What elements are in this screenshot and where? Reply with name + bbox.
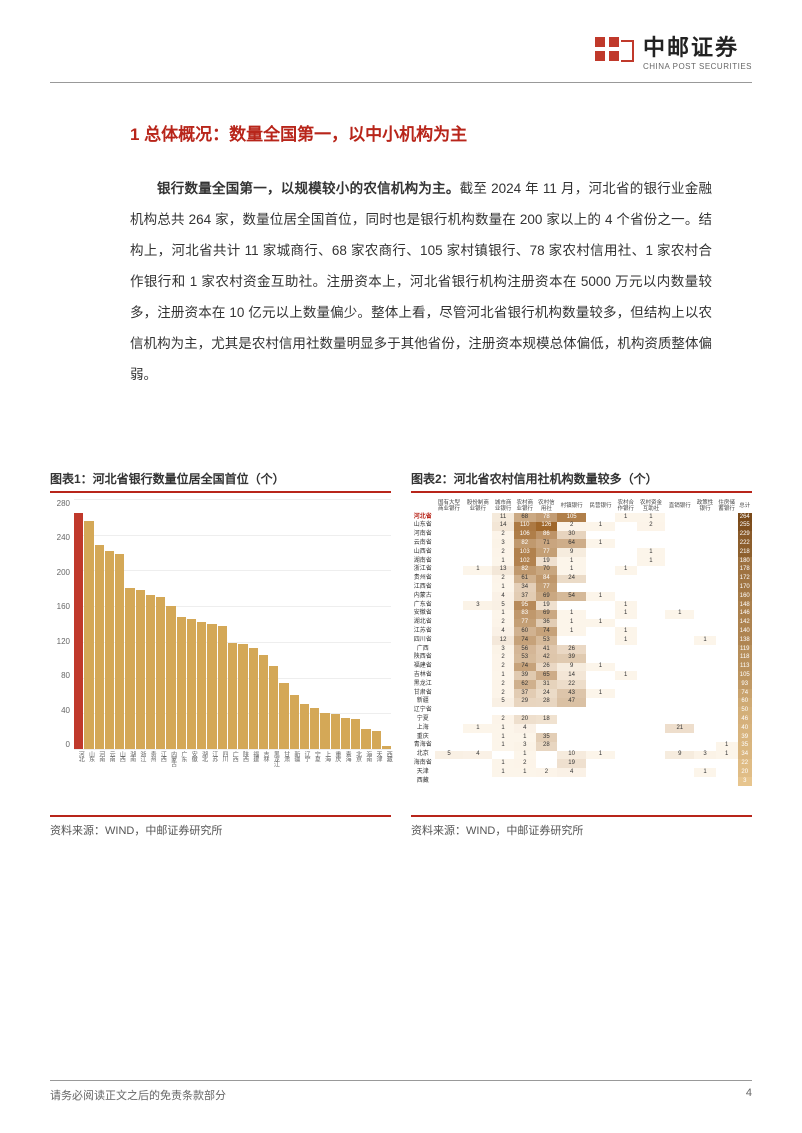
bar-item bbox=[74, 513, 83, 749]
bar-item bbox=[238, 644, 247, 749]
bar-item bbox=[218, 626, 227, 749]
chart2-block: 图表2：河北省农村信用社机构数量较多（个） 国有大型商业银行股份制商业银行城市商… bbox=[411, 470, 752, 838]
bar-item bbox=[197, 622, 206, 749]
bar-item bbox=[105, 551, 114, 749]
bar-item bbox=[290, 695, 299, 749]
bar-item bbox=[259, 655, 268, 749]
section-title: 1 总体概况：数量全国第一，以中小机构为主 bbox=[130, 120, 712, 145]
bar-item bbox=[341, 718, 350, 749]
bar-item bbox=[372, 731, 381, 749]
bar-item bbox=[115, 554, 124, 749]
body-paragraph: 银行数量全国第一，以规模较小的农信机构为主。截至 2024 年 11 月，河北省… bbox=[130, 173, 712, 390]
paragraph-text: 截至 2024 年 11 月，河北省的银行业金融机构总共 264 家，数量位居全… bbox=[130, 181, 712, 382]
header-divider bbox=[50, 82, 752, 83]
bar-item bbox=[136, 590, 145, 749]
brand-name-en: CHINA POST SECURITIES bbox=[643, 62, 752, 71]
chart1-bar-chart: 28024020016012080400 河北山东河南云南山西湖南浙江贵州江西内… bbox=[50, 499, 391, 779]
bar-item bbox=[249, 648, 258, 749]
chart1-block: 图表1：河北省银行数量位居全国首位（个） 2802402001601208040… bbox=[50, 470, 391, 838]
chart1-source: 资料来源：WIND，中邮证券研究所 bbox=[50, 815, 391, 838]
bar-item bbox=[310, 708, 319, 749]
bar-item bbox=[84, 521, 93, 749]
footer-page-number: 4 bbox=[746, 1087, 752, 1103]
bar-item bbox=[177, 617, 186, 749]
bar-item bbox=[187, 619, 196, 749]
brand-header: 中邮证券 CHINA POST SECURITIES bbox=[593, 30, 752, 71]
bar-item bbox=[228, 643, 237, 749]
bar-item bbox=[382, 746, 391, 749]
bar-item bbox=[269, 666, 278, 749]
bar-item bbox=[320, 713, 329, 749]
bar-item bbox=[95, 545, 104, 749]
chart2-source: 资料来源：WIND，中邮证券研究所 bbox=[411, 815, 752, 838]
chart2-table: 国有大型商业银行股份制商业银行城市商业银行农村商业银行农村信用社村镇银行民营银行… bbox=[411, 499, 752, 786]
bar-item bbox=[331, 714, 340, 749]
chart1-title: 图表1：河北省银行数量位居全国首位（个） bbox=[50, 470, 391, 493]
bar-item bbox=[207, 624, 216, 749]
brand-logo-icon bbox=[593, 33, 635, 69]
bar-item bbox=[300, 704, 309, 749]
bar-item bbox=[279, 683, 288, 749]
bar-item bbox=[146, 595, 155, 749]
chart2-title: 图表2：河北省农村信用社机构数量较多（个） bbox=[411, 470, 752, 493]
chart1-bars bbox=[74, 499, 391, 749]
chart1-x-labels: 河北山东河南云南山西湖南浙江贵州江西内蒙古广东安徽湖北江苏四川广西陕西福建吉林黑… bbox=[74, 751, 391, 779]
bar-item bbox=[156, 597, 165, 749]
chart1-y-axis: 28024020016012080400 bbox=[50, 499, 70, 749]
brand-name-cn: 中邮证券 bbox=[643, 30, 752, 62]
bar-item bbox=[351, 719, 360, 749]
bar-item bbox=[166, 606, 175, 749]
lead-bold: 银行数量全国第一，以规模较小的农信机构为主。 bbox=[157, 181, 460, 196]
footer-disclaimer: 请务必阅读正文之后的免责条款部分 bbox=[50, 1087, 226, 1103]
page-footer: 请务必阅读正文之后的免责条款部分 4 bbox=[50, 1080, 752, 1103]
bar-item bbox=[125, 588, 134, 749]
bar-item bbox=[361, 729, 370, 749]
